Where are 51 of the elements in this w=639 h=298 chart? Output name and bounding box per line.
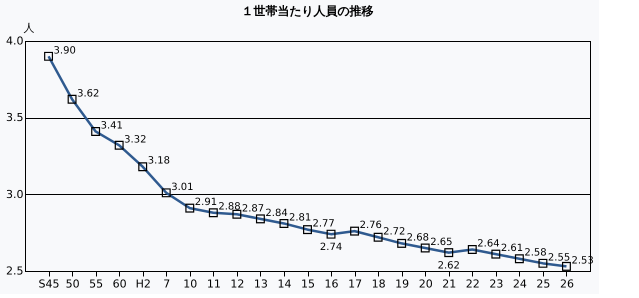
text: 3.32 <box>124 134 146 146</box>
text: 2.65 <box>430 237 452 248</box>
text: 2.62 <box>438 260 460 272</box>
text: 3.18 <box>148 156 170 167</box>
x-tick-label: 50 <box>66 278 80 290</box>
x-tick-label: 7 <box>163 278 170 290</box>
x-tick-label: 24 <box>512 278 527 290</box>
y-tick-label: 2.5 <box>6 264 24 278</box>
x-tick-label: 22 <box>466 278 480 290</box>
text: 2.84 <box>265 208 288 219</box>
text: 3.01 <box>171 182 194 193</box>
text: 3.90 <box>54 45 76 56</box>
text: 2.55 <box>548 252 570 264</box>
x-tick-label: 17 <box>348 278 362 290</box>
y-tick-label: 3.5 <box>6 111 24 124</box>
text: 2.61 <box>500 243 524 254</box>
chart-title: １世帯当たり人員の推移 <box>242 4 374 18</box>
x-tick-label: 18 <box>372 278 386 290</box>
x-tick-label: 12 <box>230 278 244 290</box>
x-tick-label: 13 <box>254 278 268 290</box>
text: 2.77 <box>312 218 335 230</box>
x-tick-label: 15 <box>301 278 315 290</box>
x-tick-label: S45 <box>38 278 60 290</box>
x-tick-label: 26 <box>560 278 574 290</box>
y-tick-label: 4.0 <box>6 34 24 48</box>
text: 2.76 <box>360 220 382 232</box>
y-axis-title: 人 <box>24 22 34 34</box>
x-tick-label: 19 <box>395 278 410 290</box>
y-tick-label: 3.0 <box>6 188 24 201</box>
text: 2.87 <box>242 203 264 214</box>
x-tick-label: 20 <box>418 278 433 290</box>
text: 3.41 <box>100 120 123 132</box>
text: 2.58 <box>524 248 547 259</box>
text: 2.88 <box>218 202 241 213</box>
text: 2.68 <box>406 232 429 244</box>
x-tick-label: 10 <box>183 278 198 290</box>
text: 2.74 <box>320 242 342 254</box>
x-tick-label: 55 <box>89 278 104 290</box>
text: 2.72 <box>383 226 406 238</box>
x-tick-label: 14 <box>277 278 292 290</box>
x-tick-label: 25 <box>536 278 550 290</box>
x-tick-label: 23 <box>489 278 504 290</box>
x-tick-label: 11 <box>206 278 221 290</box>
text: 2.91 <box>194 197 218 208</box>
x-tick-label: 16 <box>324 278 339 290</box>
text: 2.81 <box>288 212 312 224</box>
x-tick-label: H2 <box>136 278 151 290</box>
text: 3.62 <box>77 88 100 100</box>
x-tick-label: 60 <box>112 278 127 290</box>
x-tick-label: 21 <box>442 278 456 290</box>
text: 2.64 <box>477 238 500 250</box>
